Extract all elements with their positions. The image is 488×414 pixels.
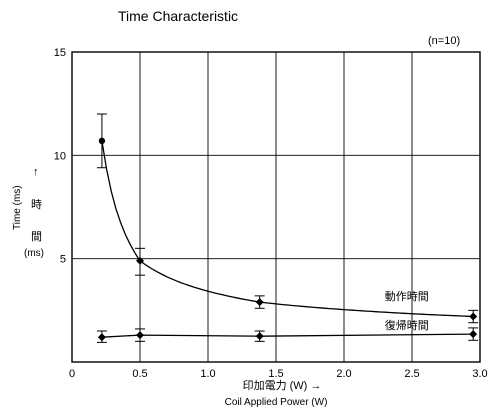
y-axis-label-jp-2: 間 (31, 230, 42, 243)
x-axis-label-jp: 印加電力 (W) → (243, 379, 322, 392)
data-point-0-3 (469, 312, 478, 321)
x-tick-label-5: 2.5 (404, 368, 419, 380)
chart-title: Time Characteristic (118, 8, 238, 24)
data-point-1-0 (97, 333, 106, 342)
series-line-0 (101, 140, 474, 318)
data-point-0-0 (98, 137, 106, 145)
y-axis-label-jp-1: 時 (31, 198, 42, 211)
data-point-1-1 (136, 331, 144, 340)
x-tick-label-3: 1.5 (268, 368, 283, 380)
x-tick-label-6: 3.0 (472, 368, 487, 380)
y-tick-label-1: 10 (54, 150, 66, 162)
y-tick-label-2: 15 (54, 47, 66, 59)
plot-frame (71, 51, 481, 363)
grid-lines (72, 52, 480, 362)
y-tick-label-0: 5 (60, 254, 66, 266)
series-0: 動作時間 (96, 113, 479, 324)
series-label-1: 復帰時間 (385, 319, 429, 332)
x-tick-label-2: 1.0 (200, 368, 215, 380)
data-point-0-2 (255, 298, 264, 307)
x-tick-label-0: 0 (69, 368, 75, 380)
x-tick-label-4: 2.0 (336, 368, 351, 380)
data-point-1-2 (255, 332, 264, 341)
y-axis-unit: (ms) (24, 248, 44, 259)
sample-size-annotation: (n=10) (428, 35, 460, 47)
x-tick-label-1: 0.5 (132, 368, 147, 380)
series-label-0: 動作時間 (385, 289, 429, 303)
series-line-1 (101, 333, 474, 338)
y-axis-arrow: ↑ (33, 166, 39, 178)
series-1: 復帰時間 (96, 319, 479, 343)
tick-labels: 0 0.5 1.0 1.5 2.0 2.5 3.0 5 10 15 (54, 47, 488, 380)
data-point-1-3 (469, 330, 478, 339)
data-point-0-1 (136, 256, 144, 265)
y-axis-label-en: Time (ms) (12, 185, 23, 230)
x-axis-label-en: Coil Applied Power (W) (225, 397, 328, 408)
